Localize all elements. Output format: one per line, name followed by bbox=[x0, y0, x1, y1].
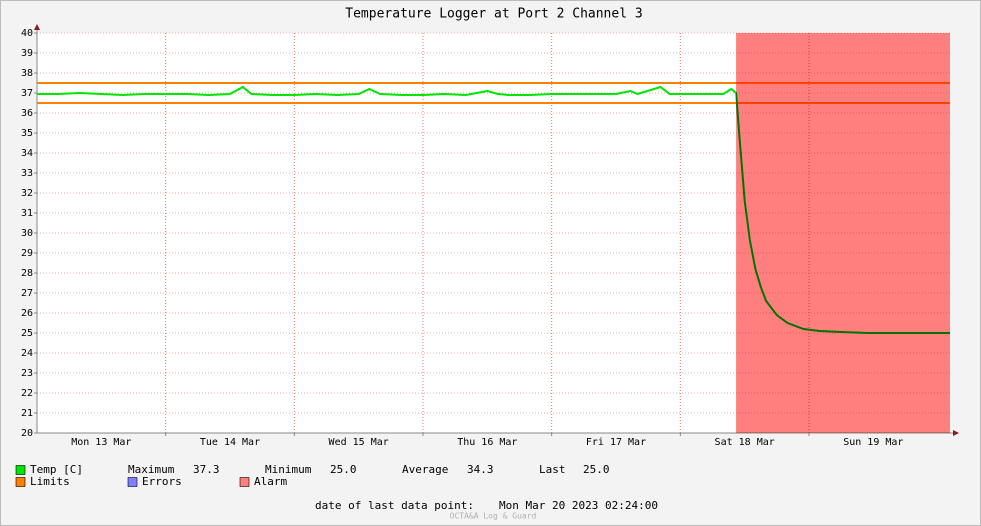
legend-label: Errors bbox=[142, 475, 182, 488]
legend-swatch bbox=[15, 465, 26, 475]
y-tick-label: 28 bbox=[21, 268, 33, 279]
stat-label: Minimum bbox=[265, 463, 312, 476]
y-tick-label: 24 bbox=[21, 348, 33, 359]
y-tick-label: 39 bbox=[21, 48, 33, 59]
y-tick-label: 27 bbox=[21, 288, 33, 299]
watermark: OCTA&A Log & Guard bbox=[450, 512, 537, 521]
y-tick-label: 20 bbox=[21, 428, 33, 439]
y-tick-label: 25 bbox=[21, 328, 33, 339]
x-tick-label: Sat 18 Mar bbox=[715, 437, 775, 448]
y-tick-label: 23 bbox=[21, 368, 33, 379]
y-tick-label: 32 bbox=[21, 188, 33, 199]
stat-value: 25.0 bbox=[330, 463, 357, 476]
legend-label: Temp [C] bbox=[30, 463, 83, 476]
alarm-area bbox=[736, 33, 950, 433]
y-tick-label: 40 bbox=[21, 28, 33, 39]
legend-swatch bbox=[15, 477, 26, 487]
stat-value: 34.3 bbox=[467, 463, 494, 476]
stat-label: Average bbox=[402, 463, 448, 476]
y-tick-label: 35 bbox=[21, 128, 33, 139]
y-tick-label: 38 bbox=[21, 68, 33, 79]
x-tick-label: Mon 13 Mar bbox=[71, 437, 131, 448]
y-tick-label: 29 bbox=[21, 248, 33, 259]
legend-swatch bbox=[127, 477, 138, 487]
x-tick-label: Wed 15 Mar bbox=[329, 437, 389, 448]
y-tick-label: 26 bbox=[21, 308, 33, 319]
footer-label: date of last data point: bbox=[315, 499, 474, 512]
stat-label: Last bbox=[539, 463, 566, 476]
x-tick-label: Fri 17 Mar bbox=[586, 437, 646, 448]
chart-title: Temperature Logger at Port 2 Channel 3 bbox=[345, 7, 642, 22]
footer-date: Mon Mar 20 2023 02:24:00 bbox=[499, 499, 658, 512]
legend-label: Alarm bbox=[254, 475, 287, 488]
stat-value: 37.3 bbox=[193, 463, 220, 476]
y-tick-label: 30 bbox=[21, 228, 33, 239]
y-tick-label: 33 bbox=[21, 168, 33, 179]
legend-label: Limits bbox=[30, 475, 70, 488]
stat-label: Maximum bbox=[128, 463, 175, 476]
y-tick-label: 37 bbox=[21, 88, 33, 99]
x-tick-label: Sun 19 Mar bbox=[843, 437, 903, 448]
y-tick-label: 36 bbox=[21, 108, 33, 119]
x-tick-label: Tue 14 Mar bbox=[200, 437, 260, 448]
stat-value: 25.0 bbox=[583, 463, 610, 476]
y-axis-arrow bbox=[34, 24, 40, 30]
y-tick-label: 31 bbox=[21, 208, 33, 219]
x-axis-arrow bbox=[953, 430, 959, 436]
y-tick-label: 21 bbox=[21, 408, 33, 419]
legend-swatch bbox=[239, 477, 250, 487]
y-tick-label: 22 bbox=[21, 388, 33, 399]
x-tick-label: Thu 16 Mar bbox=[457, 437, 517, 448]
y-tick-label: 34 bbox=[21, 148, 33, 159]
